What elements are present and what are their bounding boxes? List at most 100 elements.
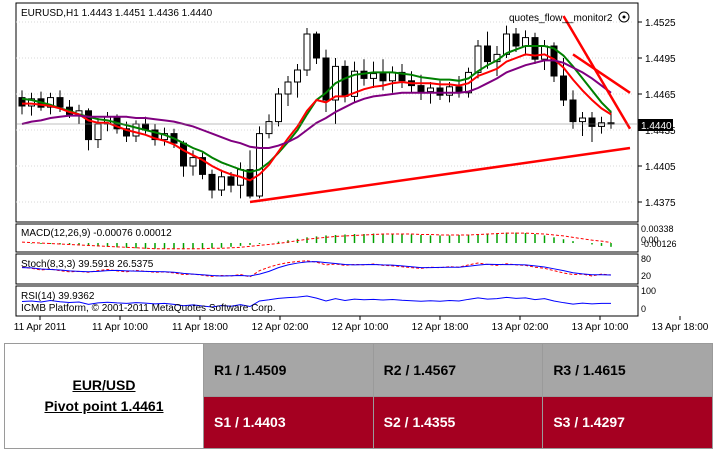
rsi-title: RSI(14) 39.9362: [21, 291, 95, 302]
candle-body: [522, 37, 529, 47]
candle-body: [427, 87, 434, 93]
candle-body: [94, 123, 102, 141]
time-tick-label: 11 Apr 10:00: [92, 322, 148, 333]
macd-tick-label: -0.00126: [641, 239, 677, 249]
main-chart-frame: [15, 2, 639, 223]
indicator-annotation: quotes_flow__monitor2: [509, 13, 613, 24]
price-tick-label: 1.4465: [645, 90, 676, 101]
candle-body: [123, 128, 130, 137]
time-tick-label: 11 Apr 18:00: [172, 322, 228, 333]
oscillator-line: [21, 261, 612, 277]
candle-body: [313, 33, 320, 59]
price-chart: 1.4525 1.4495 1.4465 1.4435 1.4405 1.4375 11 A…: [14, 2, 709, 333]
support-2: S2 / 1.4355: [372, 395, 544, 449]
candle-body: [351, 70, 358, 97]
price-tick-label: 1.4495: [645, 54, 676, 65]
axis-labels: 1.4525 1.4495 1.4465 1.4435 1.4405 1.4375 11 A…: [14, 18, 709, 333]
candle-body: [474, 45, 482, 73]
macd-tick-label: 0.00338: [641, 224, 674, 234]
support-3: S3 / 1.4297: [542, 395, 713, 449]
settings-icon[interactable]: [618, 11, 630, 23]
resistance-3: R3 / 1.4615: [542, 343, 713, 397]
time-tick-label: 12 Apr 10:00: [332, 322, 389, 333]
candle-body: [284, 81, 292, 95]
current-price-label: 1.4440: [641, 121, 672, 132]
support-1: S1 / 1.4403: [203, 395, 374, 449]
candle-body: [512, 33, 520, 47]
candle-body: [436, 87, 444, 96]
candle-body: [56, 97, 64, 108]
oscillator-line: [21, 295, 611, 308]
candle-body: [417, 85, 425, 93]
stoch-panel-frame: [15, 253, 639, 285]
candle-body: [18, 97, 26, 107]
platform-footer: ICMB Platform, © 2001-2011 MetaQuotes So…: [21, 303, 276, 314]
candle-body: [379, 73, 387, 82]
moving-average-line: [22, 53, 612, 182]
pivot-table: EUR/USD Pivot point 1.4461 R1 / 1.4509 R…: [4, 343, 713, 449]
candle-body: [560, 75, 567, 101]
candle-body: [218, 176, 225, 191]
candle-body: [208, 173, 216, 191]
price-tick-label: 1.4435: [645, 126, 676, 137]
candle-body: [303, 33, 311, 71]
oscillator-tick-label: 80: [641, 254, 651, 264]
moving-average-line: [21, 59, 612, 149]
oscillator-tick-label: 100: [641, 286, 656, 296]
chart-title: EURUSD,H1 1.4443 1.4451 1.4436 1.4440: [21, 8, 213, 19]
price-tick-label: 1.4405: [645, 162, 676, 173]
time-tick-label: 13 Apr 10:00: [572, 322, 629, 333]
rsi-plot: [21, 295, 611, 308]
stoch-plot: [21, 260, 612, 278]
macd-signal-line: [21, 232, 612, 250]
candle-body: [569, 99, 577, 123]
candle-body: [199, 157, 206, 175]
time-tick-label: 13 Apr 02:00: [492, 322, 549, 333]
candle-body: [341, 65, 349, 97]
resistance-2: R2 / 1.4567: [372, 343, 544, 397]
candle-body: [541, 45, 548, 60]
candle-body: [180, 142, 187, 167]
oscillator-tick-label: 0: [641, 304, 646, 314]
candle-body: [579, 117, 586, 123]
candle-body: [256, 133, 263, 197]
candle-body: [275, 93, 282, 123]
candle-body: [370, 73, 377, 79]
trend-line: [572, 53, 631, 94]
main-plot: [16, 15, 638, 204]
candle-body: [446, 86, 453, 96]
candle-body: [265, 121, 273, 135]
pivot-point-label: Pivot point 1.4461: [44, 398, 164, 414]
candle-body: [322, 57, 330, 101]
macd-title: MACD(12,26,9) -0.00076 0.00012: [21, 228, 172, 239]
support-row: S1 / 1.4403 S2 / 1.4355 S3 / 1.4297: [5, 395, 713, 449]
current-price-box: 1.4440: [638, 119, 673, 132]
candle-body: [398, 71, 406, 82]
time-tick-label: 13 Apr 18:00: [652, 322, 709, 333]
price-tick-label: 1.4375: [645, 198, 676, 209]
resistance-row: EUR/USD Pivot point 1.4461 R1 / 1.4509 R…: [4, 343, 713, 449]
candle-body: [588, 117, 596, 127]
candle-body: [189, 157, 197, 167]
candle-body: [598, 122, 605, 127]
stoch-title: Stoch(8,3,3) 39.5918 26.5375: [21, 259, 154, 270]
candle-body: [132, 123, 140, 137]
price-tick-label: 1.4525: [645, 18, 676, 29]
resistance-1: R1 / 1.4509: [203, 343, 374, 397]
candle-body: [484, 45, 491, 63]
candle-body: [227, 176, 235, 186]
candle-body: [246, 169, 254, 197]
candle-body: [294, 69, 301, 83]
candle-body: [531, 37, 539, 60]
candle-body: [28, 98, 35, 107]
pivot-summary-cell: EUR/USD Pivot point 1.4461: [4, 343, 204, 449]
time-tick-label: 12 Apr 02:00: [252, 322, 309, 333]
trend-line: [249, 146, 631, 204]
macd-tick-label: 0.00: [641, 235, 659, 245]
candle-body: [151, 129, 159, 141]
oscillator-tick-label: 20: [641, 271, 651, 281]
pair-label: EUR/USD: [72, 377, 136, 393]
time-tick-label: 12 Apr 18:00: [412, 322, 469, 333]
candle-body: [85, 110, 92, 141]
trend-line: [562, 15, 632, 130]
